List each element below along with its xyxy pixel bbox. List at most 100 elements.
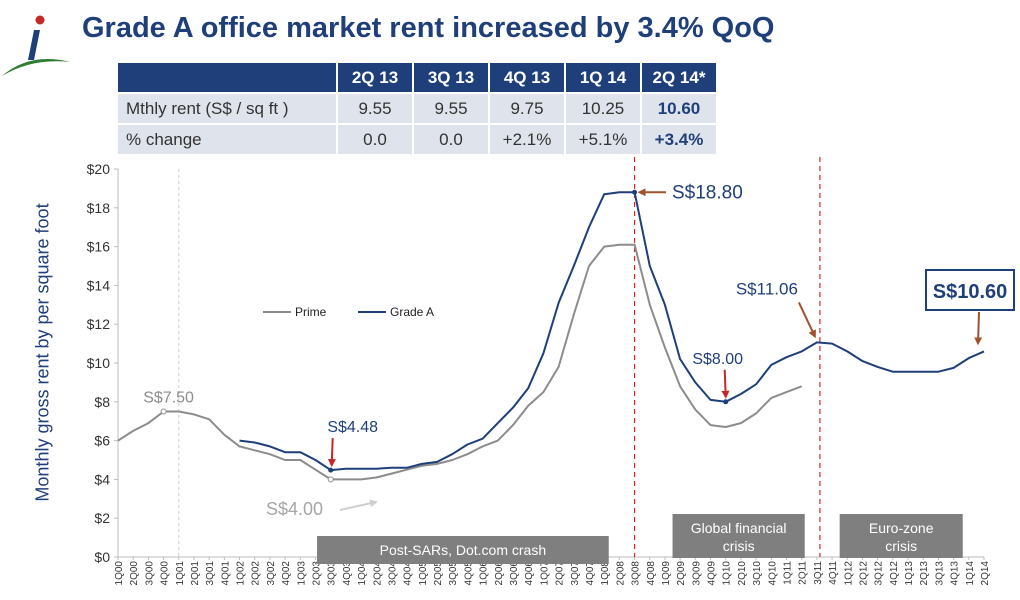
- x-tick-label: 3Q05: [448, 561, 459, 586]
- x-tick-label: 1Q05: [418, 561, 429, 586]
- table-row: Mthly rent (S$ / sq ft ) 9.55 9.55 9.75 …: [118, 94, 716, 123]
- y-tick-label: $8: [94, 394, 110, 410]
- y-tick-label: $6: [94, 433, 110, 449]
- x-tick-label: 1Q00: [114, 561, 125, 586]
- x-tick-label: 2Q11: [798, 561, 809, 585]
- annotation-arrow: [339, 499, 378, 511]
- x-tick-label: 4Q09: [707, 561, 718, 586]
- x-tick-label: 4Q12: [889, 561, 900, 586]
- table-cell: 9.55: [414, 94, 488, 123]
- x-tick-label: 1Q13: [904, 561, 915, 586]
- x-tick-label: 4Q04: [403, 561, 414, 586]
- annotation-label: S$4.00: [266, 499, 323, 519]
- x-tick-label: 2Q04: [372, 561, 383, 586]
- x-tick-label: 4Q13: [950, 561, 961, 586]
- annotation-label: S$7.50: [143, 390, 194, 407]
- x-tick-label: 4Q03: [342, 561, 353, 586]
- x-tick-label: 3Q03: [327, 561, 338, 586]
- table-cell: 0.0: [414, 125, 488, 154]
- company-logo: [2, 15, 70, 76]
- x-tick-label: 4Q08: [646, 561, 657, 586]
- legend-label: Prime: [295, 305, 327, 319]
- x-tick-label: 2Q09: [676, 561, 687, 586]
- y-tick-label: $18: [87, 200, 111, 216]
- table-row: % change 0.0 0.0 +2.1% +5.1% +3.4%: [118, 125, 716, 154]
- x-tick-label: 2Q06: [494, 561, 505, 586]
- table-cell-highlight: +3.4%: [642, 125, 716, 154]
- x-tick-label: 4Q05: [463, 561, 474, 586]
- x-tick-label: 3Q07: [570, 561, 581, 586]
- x-tick-label: 2Q07: [555, 561, 566, 586]
- x-tick-label: 1Q10: [722, 561, 733, 586]
- x-tick-label: 1Q03: [296, 561, 307, 586]
- x-tick-label: 3Q09: [691, 561, 702, 586]
- y-tick-label: $14: [87, 277, 111, 293]
- table-cell: 10.25: [566, 94, 640, 123]
- x-tick-label: 2Q08: [615, 561, 626, 586]
- x-tick-label: 2Q05: [433, 561, 444, 586]
- x-tick-label: 4Q06: [524, 561, 535, 586]
- table-cell-highlight: 10.60: [642, 94, 716, 123]
- event-bar: [839, 514, 963, 558]
- x-tick-label: 2Q13: [919, 561, 930, 586]
- annotation-point: [327, 476, 334, 483]
- x-tick-label: 3Q12: [874, 561, 885, 586]
- annotation-label: S$18.80: [672, 182, 743, 203]
- x-tick-label: 2Q00: [129, 561, 140, 586]
- annotation-point: [160, 408, 167, 415]
- event-label: Post-SARs, Dot.com crash: [380, 542, 547, 558]
- x-tick-label: 3Q00: [144, 561, 155, 586]
- x-tick-label: 1Q06: [479, 561, 490, 586]
- table-corner: [118, 63, 336, 92]
- table-header: 2Q 13: [338, 63, 412, 92]
- event-label: crisis: [723, 538, 755, 554]
- x-tick-label: 1Q12: [843, 561, 854, 586]
- x-tick-label: 3Q02: [266, 561, 277, 586]
- rent-table: 2Q 13 3Q 13 4Q 13 1Q 14 2Q 14* Mthly ren…: [116, 61, 718, 156]
- table-cell: +2.1%: [490, 125, 564, 154]
- x-tick-label: 2Q12: [858, 561, 869, 586]
- x-tick-label: 1Q09: [661, 561, 672, 586]
- x-tick-label: 4Q01: [220, 561, 231, 586]
- y-tick-label: $10: [87, 355, 111, 371]
- table-cell: +5.1%: [566, 125, 640, 154]
- x-tick-label: 1Q07: [539, 561, 550, 586]
- legend-label: Grade A: [390, 305, 434, 319]
- event-bar: [672, 514, 805, 558]
- page-title: Grade A office market rent increased by …: [82, 12, 775, 44]
- event-label: crisis: [885, 538, 917, 554]
- y-tick-label: $16: [87, 239, 111, 255]
- y-tick-label: $20: [87, 161, 111, 177]
- row-label: % change: [118, 125, 336, 154]
- annotation-label: S$4.48: [327, 419, 378, 436]
- annotation-point: [328, 467, 334, 473]
- x-tick-label: 4Q00: [160, 561, 171, 586]
- x-tick-label: 2Q01: [190, 561, 201, 586]
- y-tick-label: $2: [94, 510, 110, 526]
- row-label: Mthly rent (S$ / sq ft ): [118, 94, 336, 123]
- x-tick-label: 1Q02: [236, 561, 247, 586]
- event-label: Euro-zone: [869, 520, 934, 536]
- x-tick-label: 1Q11: [782, 561, 793, 585]
- x-tick-label: 3Q13: [934, 561, 945, 586]
- x-tick-label: 3Q10: [752, 561, 763, 586]
- x-tick-label: 2Q14: [980, 561, 991, 586]
- x-tick-label: 3Q04: [387, 561, 398, 586]
- table-cell: 0.0: [338, 125, 412, 154]
- y-tick-label: $4: [94, 471, 110, 487]
- x-tick-label: 1Q01: [175, 561, 186, 586]
- annotation-point: [723, 399, 729, 405]
- table-header: 4Q 13: [490, 63, 564, 92]
- annotation-arrow: [327, 438, 336, 468]
- table-header: 1Q 14: [566, 63, 640, 92]
- x-tick-label: 3Q08: [631, 561, 642, 586]
- x-tick-label: 3Q01: [205, 561, 216, 586]
- series-line-grade-a: [239, 191, 985, 472]
- x-tick-label: 1Q14: [965, 561, 976, 586]
- y-tick-label: $12: [87, 316, 111, 332]
- x-tick-label: 4Q02: [281, 561, 292, 586]
- annotation-arrow: [974, 311, 983, 346]
- annotation-label: S$10.60: [933, 281, 1008, 303]
- annotation-arrow: [721, 369, 730, 399]
